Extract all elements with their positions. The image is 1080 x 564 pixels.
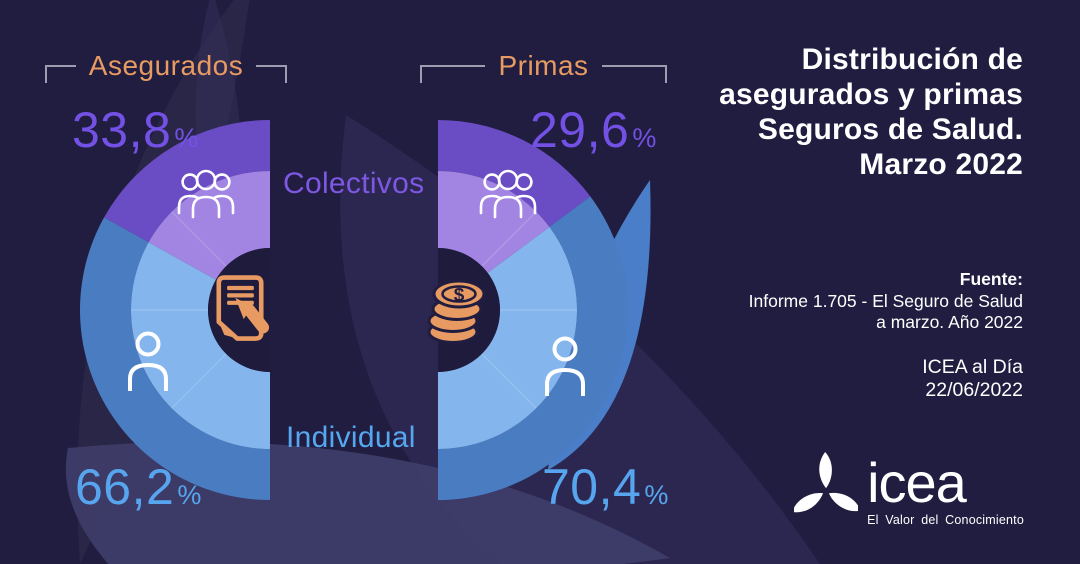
primas-chart-header: Primas [420, 52, 667, 83]
coins-icon: $ [423, 270, 493, 351]
title-line-3: Seguros de Salud. [757, 113, 1023, 146]
dollar-glyph: $ [454, 285, 465, 306]
bracket-left [45, 65, 76, 83]
asegurados-individual-value: 66,2 % [75, 459, 202, 515]
people-group-icon [177, 165, 235, 224]
bracket-right [256, 65, 287, 83]
title-line-2: asegurados y primas [719, 78, 1023, 111]
publication-date: 22/06/2022 [925, 379, 1023, 401]
asegurados-colectivos-value: 33,8 % [72, 102, 199, 158]
logo-tagline: El Valor del Conocimiento [867, 513, 1024, 527]
document-pen-icon [204, 269, 276, 354]
colectivos-label: Colectivos [283, 167, 425, 200]
title-line-1: Distribución de [801, 43, 1023, 76]
icea-logo: icea El Valor del Conocimiento [794, 449, 1024, 529]
primas-individual-value: 70,4 % [542, 459, 669, 515]
page-title: Distribución de asegurados y primas Segu… [719, 42, 1023, 182]
logo-wordmark: icea [867, 451, 967, 514]
people-group-icon [479, 165, 537, 224]
person-icon [543, 334, 587, 401]
source-report: Informe 1.705 - El Seguro de Salud [748, 290, 1023, 311]
source-period: a marzo. Año 2022 [876, 312, 1023, 332]
publication-name: ICEA al Día [922, 356, 1023, 378]
publication-info: ICEA al Día 22/06/2022 [922, 356, 1023, 402]
title-line-4: Marzo 2022 [859, 148, 1023, 181]
person-icon [126, 329, 170, 396]
primas-colectivos-value: 29,6 % [530, 102, 657, 158]
icea-pinwheel-icon [794, 451, 859, 513]
primas-title: Primas [498, 50, 589, 81]
bracket-left [420, 65, 486, 83]
individual-label: Individual [286, 421, 416, 454]
asegurados-title: Asegurados [88, 50, 244, 81]
bracket-right [601, 65, 667, 83]
asegurados-chart-header: Asegurados [45, 52, 287, 83]
source-note: Fuente: Informe 1.705 - El Seguro de Sal… [749, 269, 1023, 334]
source-label: Fuente: [959, 269, 1023, 289]
